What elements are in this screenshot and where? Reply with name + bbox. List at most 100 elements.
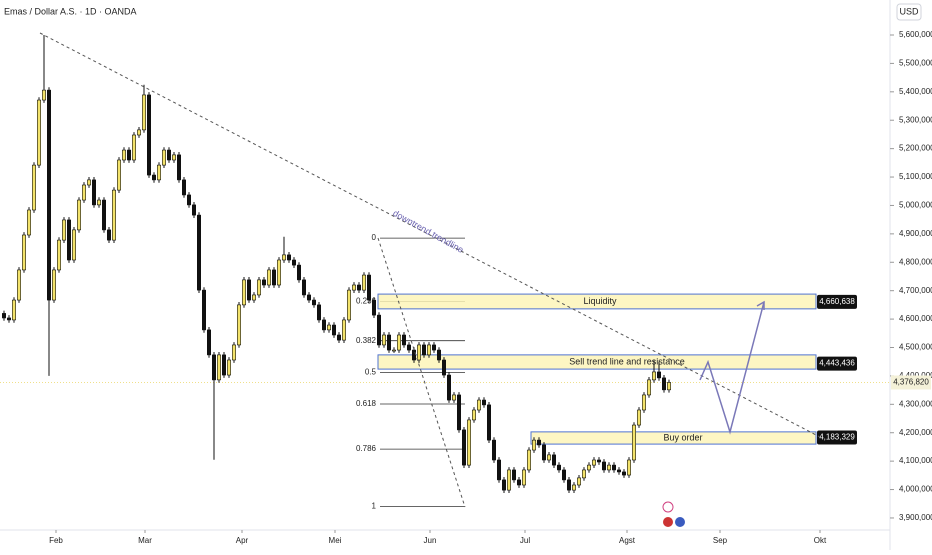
candle-body xyxy=(316,304,321,321)
candle-body xyxy=(306,294,311,301)
candle-body xyxy=(456,394,461,431)
candle-body xyxy=(252,294,257,301)
candle-body xyxy=(651,371,656,381)
candle-body xyxy=(271,269,276,286)
candle-body xyxy=(61,219,66,241)
y-tick-label: 4,000,000 xyxy=(899,485,932,494)
candle-body xyxy=(132,134,137,161)
candle-body xyxy=(551,454,556,466)
candle-body xyxy=(12,299,17,321)
event-icon[interactable] xyxy=(675,517,685,527)
candle-body xyxy=(376,314,381,346)
candle-body xyxy=(291,259,296,266)
candle-body xyxy=(256,279,261,296)
candle-body xyxy=(336,334,341,341)
x-tick-label: Apr xyxy=(236,536,249,545)
y-tick-label: 5,200,000 xyxy=(899,144,932,153)
candle-body xyxy=(416,344,421,361)
candle-body xyxy=(596,459,601,463)
y-tick-label: 4,300,000 xyxy=(899,399,932,408)
candle-body xyxy=(266,269,271,286)
candle-body xyxy=(531,439,536,451)
price-tag xyxy=(817,294,857,309)
candle-body xyxy=(351,284,356,291)
candle-body xyxy=(511,469,516,481)
candle-body xyxy=(556,464,561,471)
last-price-tag xyxy=(891,375,931,390)
candle-body xyxy=(326,324,331,331)
candle-body xyxy=(561,469,566,481)
candle-body xyxy=(506,469,511,491)
candle-body xyxy=(451,394,456,401)
zone xyxy=(377,293,817,310)
candle-body xyxy=(187,194,192,206)
last-price-label: 4,376,820 xyxy=(893,378,929,387)
candle-body xyxy=(481,399,486,406)
candle-body xyxy=(666,382,671,391)
candle-body xyxy=(157,164,162,181)
candle-body xyxy=(426,344,431,356)
candle-body xyxy=(331,324,336,336)
candle-body xyxy=(486,404,491,441)
candle-body xyxy=(92,179,97,206)
fib-label: 0.618 xyxy=(356,399,377,408)
candle-body xyxy=(102,199,107,231)
candle-body xyxy=(46,89,51,301)
candle-body xyxy=(446,374,451,401)
y-tick-label: 4,500,000 xyxy=(899,343,932,352)
candle-body xyxy=(296,264,301,281)
candle-body xyxy=(436,349,441,361)
candle-body xyxy=(112,189,117,241)
candle-body xyxy=(476,399,481,411)
candle-body xyxy=(586,464,591,471)
candle-body xyxy=(117,159,122,191)
y-tick-label: 4,100,000 xyxy=(899,456,932,465)
candle-body xyxy=(346,289,351,321)
x-tick-label: Agst xyxy=(619,536,636,545)
candle-body xyxy=(107,229,112,241)
candle-body xyxy=(401,334,406,346)
candle-body xyxy=(31,164,36,211)
candle-body xyxy=(152,174,157,181)
candle-body xyxy=(142,94,147,131)
candle-body xyxy=(381,334,386,346)
event-icon[interactable] xyxy=(662,501,674,513)
candle-body xyxy=(411,349,416,361)
candle-body xyxy=(1,313,7,319)
candle-body xyxy=(601,461,606,471)
currency-box[interactable] xyxy=(896,3,922,21)
fib-label: 0.5 xyxy=(365,367,377,376)
candle-body xyxy=(626,459,631,476)
candle-body xyxy=(67,219,72,261)
candle-body xyxy=(281,254,286,261)
candle-body xyxy=(321,319,326,331)
candle-body xyxy=(406,344,411,351)
event-icon[interactable] xyxy=(663,517,673,527)
candle-body xyxy=(56,239,61,271)
candle-body xyxy=(641,394,646,411)
candle-body xyxy=(431,344,436,351)
price-tag-label: 4,660,638 xyxy=(819,297,855,306)
candle-body xyxy=(77,199,82,231)
candle-body xyxy=(162,149,167,166)
candle-body xyxy=(466,419,471,466)
fib-label: 0 xyxy=(372,233,377,242)
candle-body xyxy=(227,359,232,376)
fib-label: 0.236 xyxy=(356,297,377,306)
candle-body xyxy=(137,129,142,136)
y-tick-label: 4,800,000 xyxy=(899,257,932,266)
price-tag-label: 4,183,329 xyxy=(819,433,855,442)
candle-body xyxy=(301,279,306,296)
candle-body xyxy=(356,284,361,291)
candle-body xyxy=(581,469,586,479)
candle-body xyxy=(167,149,172,161)
candle-body xyxy=(366,274,371,301)
candle-body xyxy=(122,149,127,161)
y-tick-label: 5,000,000 xyxy=(899,201,932,210)
candle-body xyxy=(471,409,476,421)
candle-body xyxy=(261,279,266,286)
candle-body xyxy=(212,354,217,381)
x-tick-label: Mei xyxy=(329,536,342,545)
candle-body xyxy=(621,471,626,476)
y-tick-label: 4,200,000 xyxy=(899,428,932,437)
